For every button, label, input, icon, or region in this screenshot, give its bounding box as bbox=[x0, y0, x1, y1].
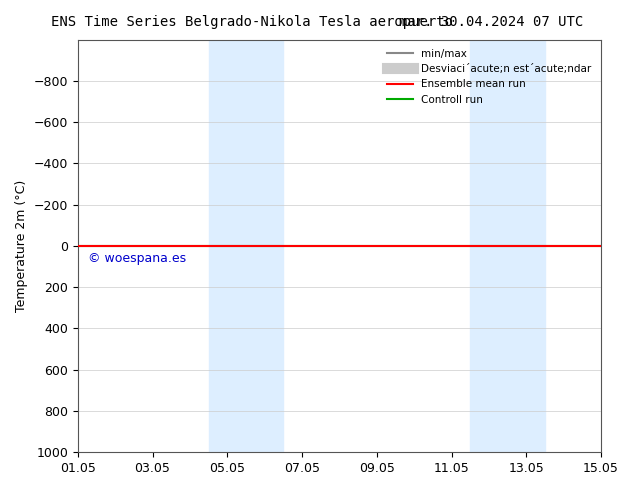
Bar bbox=[209, 40, 283, 452]
Text: mar. 30.04.2024 07 UTC: mar. 30.04.2024 07 UTC bbox=[399, 15, 583, 29]
Bar bbox=[470, 40, 545, 452]
Legend: min/max, Desviaci´acute;n est´acute;ndar, Ensemble mean run, Controll run: min/max, Desviaci´acute;n est´acute;ndar… bbox=[383, 45, 596, 109]
Text: © woespana.es: © woespana.es bbox=[88, 252, 186, 265]
Y-axis label: Temperature 2m (°C): Temperature 2m (°C) bbox=[15, 180, 28, 312]
Text: ENS Time Series Belgrado-Nikola Tesla aeropuerto: ENS Time Series Belgrado-Nikola Tesla ae… bbox=[51, 15, 453, 29]
